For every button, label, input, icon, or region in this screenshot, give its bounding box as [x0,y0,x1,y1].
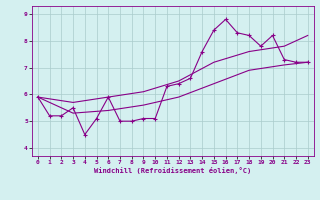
X-axis label: Windchill (Refroidissement éolien,°C): Windchill (Refroidissement éolien,°C) [94,167,252,174]
